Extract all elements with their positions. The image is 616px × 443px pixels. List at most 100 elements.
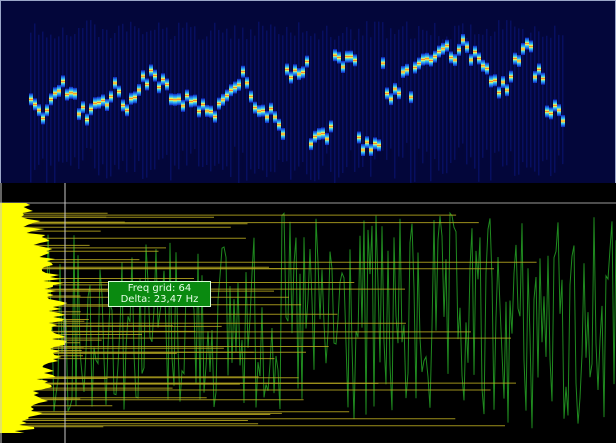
waterfall-streak (458, 25, 460, 148)
waterfall-streak (306, 31, 308, 175)
waterfall-peak (373, 137, 377, 150)
waterfall-peak (325, 133, 329, 146)
waterfall-peak (385, 87, 389, 100)
waterfall-streak (366, 21, 368, 142)
waterfall-canvas (29, 20, 565, 183)
waterfall-streak (238, 38, 240, 183)
waterfall-peak (29, 93, 33, 106)
waterfall-peak (109, 90, 113, 103)
waterfall-peak (453, 54, 457, 67)
waterfall-peak (465, 41, 469, 54)
waterfall-streak (550, 37, 552, 177)
waterfall-peak (257, 105, 261, 118)
waterfall-streak (130, 21, 132, 150)
waterfall-streak (450, 39, 452, 163)
waterfall-peak (229, 84, 233, 97)
waterfall-peak (493, 74, 497, 87)
waterfall-peak (433, 50, 437, 63)
waterfall-peak (213, 110, 217, 123)
waterfall-peak (105, 98, 109, 111)
waterfall-streak (418, 26, 420, 149)
waterfall-streak (482, 34, 484, 158)
waterfall-peak (181, 99, 185, 112)
waterfall-streak (522, 28, 524, 163)
waterfall-streak (214, 22, 216, 166)
waterfall-streak (142, 34, 144, 179)
waterfall-peak (209, 105, 213, 118)
waterfall-peak (485, 62, 489, 75)
waterfall-streak (262, 25, 264, 171)
waterfall-peak (481, 59, 485, 72)
waterfall-peak (141, 70, 145, 83)
waterfall-peak (365, 136, 369, 149)
waterfall-peak (513, 52, 517, 65)
waterfall-streak (426, 30, 428, 152)
waterfall-peak (89, 103, 93, 116)
waterfall-streak (326, 25, 328, 154)
waterfall-peak (533, 71, 537, 84)
waterfall-streak (530, 32, 532, 168)
waterfall-peak (265, 111, 269, 124)
waterfall-peak (305, 55, 309, 68)
waterfall-peak (93, 97, 97, 110)
waterfall-peak (309, 138, 313, 151)
waterfall-peak (277, 118, 281, 131)
waterfall-peak (201, 98, 205, 111)
waterfall-streak (498, 20, 500, 152)
waterfall-peak (317, 128, 321, 141)
spectrum-trace (0, 211, 616, 429)
spectrum-display[interactable] (0, 183, 616, 443)
waterfall-peak (333, 49, 337, 62)
waterfall-peak (297, 68, 301, 81)
waterfall-peak (361, 144, 365, 156)
waterfall-peak (101, 94, 105, 107)
waterfall-peak (129, 92, 133, 105)
waterfall-streak (230, 38, 232, 178)
waterfall-peak (497, 86, 501, 99)
waterfall-peak (41, 112, 45, 125)
waterfall-streak (350, 29, 352, 151)
waterfall-peak (217, 97, 221, 110)
waterfall-streak (218, 29, 220, 164)
waterfall-streak (394, 33, 396, 179)
waterfall-streak (70, 36, 72, 166)
waterfall-peak (421, 53, 425, 66)
waterfall-display[interactable] (0, 0, 616, 183)
waterfall-peak (149, 64, 153, 77)
waterfall-peak (349, 50, 353, 63)
waterfall-peak (221, 93, 225, 106)
waterfall-peak (261, 104, 265, 117)
waterfall-peak (377, 139, 381, 152)
waterfall-streak (198, 39, 200, 167)
waterfall-peak (517, 54, 521, 67)
waterfall-peak (185, 89, 189, 102)
waterfall-peak (381, 57, 385, 70)
waterfall-streak (358, 28, 360, 168)
waterfall-peak (69, 86, 73, 99)
waterfall-streak (410, 38, 412, 183)
waterfall-streak (470, 24, 472, 158)
waterfall-peak (65, 88, 69, 101)
waterfall-peak (33, 98, 37, 111)
waterfall-peak (393, 82, 397, 95)
waterfall-streak (206, 36, 208, 166)
waterfall-streak (94, 24, 96, 169)
waterfall-peak (61, 75, 65, 88)
waterfall-streak (342, 32, 344, 174)
waterfall-streak (314, 33, 316, 182)
waterfall-peak (137, 83, 141, 96)
waterfall-peak (53, 87, 57, 100)
waterfall-peak (121, 99, 125, 112)
waterfall-streak (330, 37, 332, 172)
waterfall-streak (402, 26, 404, 158)
waterfall-peak (233, 81, 237, 94)
waterfall-streak (562, 35, 564, 165)
waterfall-streak (538, 31, 540, 176)
waterfall-streak (166, 27, 168, 155)
waterfall-peak (45, 104, 49, 117)
waterfall-streak (510, 20, 512, 152)
waterfall-peak (161, 73, 165, 86)
waterfall-peak (329, 120, 333, 133)
waterfall-streak (210, 30, 212, 172)
waterfall-streak (318, 39, 320, 180)
